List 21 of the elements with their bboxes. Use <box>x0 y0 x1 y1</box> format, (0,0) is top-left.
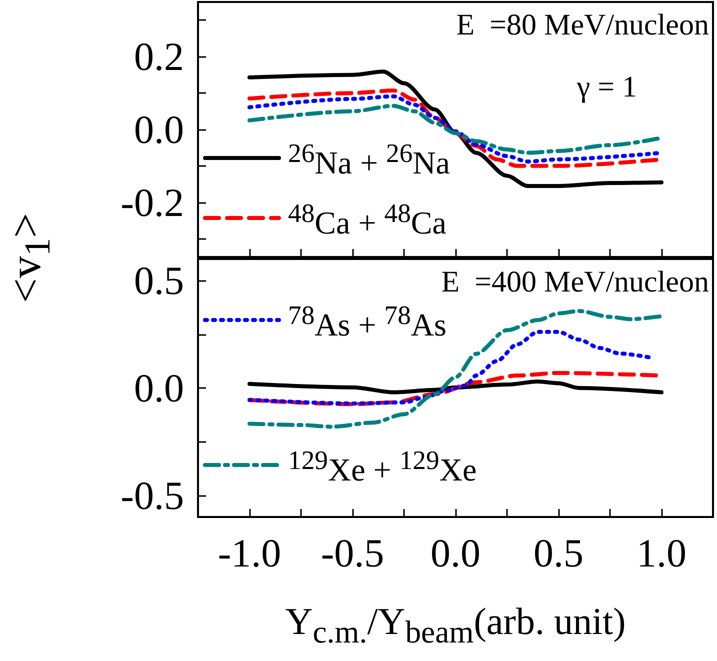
legend-label: $^{26}$Na + $^{26}$Na <box>288 137 450 183</box>
x-tick-label: -0.5 <box>320 530 384 576</box>
x-tick-label: -1.0 <box>218 530 282 576</box>
y-tick-label: 0.2 <box>134 34 184 80</box>
annotation: E =80 MeV/nucleon <box>456 8 710 42</box>
x-tick-label: 0.0 <box>430 530 480 576</box>
x-axis-title: Y$_{c.m.}$/Y$_{beam}$(arb. unit) <box>284 600 627 651</box>
y-tick-label: 0.0 <box>134 107 184 152</box>
y-tick-label: -0.2 <box>120 180 184 225</box>
annotation: γ = 1 <box>576 70 638 104</box>
y-tick-label: 0.0 <box>134 366 184 410</box>
y-tick-label: 0.5 <box>134 258 184 303</box>
x-tick-label: 0.5 <box>534 530 584 576</box>
annotation: E =400 MeV/nucleon <box>441 266 710 298</box>
legend-label: $^{129}$Xe + $^{129}$Xe <box>288 444 477 490</box>
line-series <box>248 70 664 188</box>
legend-label: $^{48}$Ca + $^{48}$Ca <box>288 197 446 243</box>
line-series <box>248 380 664 394</box>
legend-label: $^{78}$As + $^{78}$As <box>288 300 446 343</box>
x-tick-label: 1.0 <box>636 530 686 576</box>
y-tick-label: -0.5 <box>120 473 184 518</box>
